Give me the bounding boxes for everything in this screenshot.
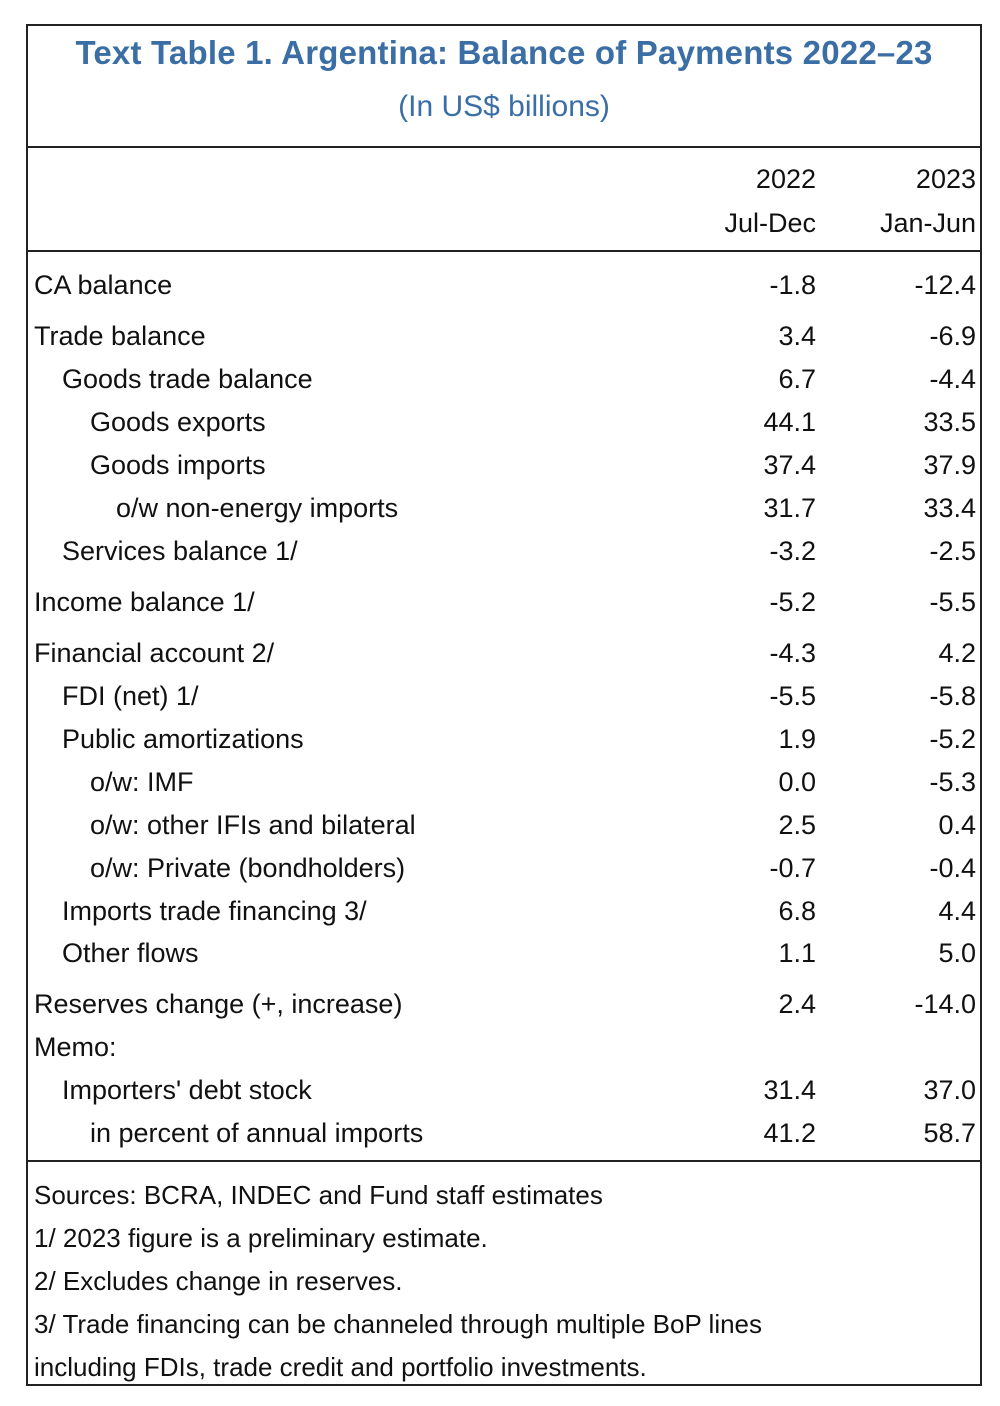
- divider: [28, 146, 980, 148]
- row-label: FDI (net) 1/: [62, 681, 199, 711]
- table-subtitle: (In US$ billions): [398, 90, 610, 123]
- row-value-2022: 3.4: [778, 321, 816, 351]
- row-label: Public amortizations: [62, 724, 304, 754]
- row-value-2022: -4.3: [769, 638, 816, 668]
- table-row: o/w non-energy imports 31.7 33.4: [28, 493, 980, 533]
- footnote: 3/ Trade financing can be channeled thro…: [34, 1309, 763, 1339]
- row-value-2022: -5.5: [769, 681, 816, 711]
- table-row: Imports trade financing 3/6.8 4.4: [28, 896, 980, 936]
- row-value-2023: -14.0: [914, 989, 976, 1019]
- row-label: Other flows: [62, 938, 199, 968]
- row-value-2023: -6.9: [929, 321, 976, 351]
- col-header-year-2022: 2022: [755, 164, 816, 194]
- footnote: 2/ Excludes change in reserves.: [34, 1266, 403, 1296]
- row-value-2022: -5.2: [769, 587, 816, 617]
- table-row: Income balance 1/ -5.2 -5.5: [28, 587, 980, 627]
- table-row: Goods exports 44.1 33.5: [28, 407, 980, 447]
- table-row: FDI (net) 1/ -5.5 -5.8: [28, 681, 980, 721]
- row-value-2022: 41.2: [763, 1118, 816, 1148]
- row-value-2023: 0.4: [938, 810, 976, 840]
- row-value-2023: 58.7: [923, 1118, 976, 1148]
- row-label: Income balance 1/: [34, 587, 255, 617]
- row-value-2023: -4.4: [929, 364, 976, 394]
- footnote: Sources: BCRA, INDEC and Fund staff esti…: [34, 1180, 603, 1210]
- row-value-2023: 4.2: [938, 638, 976, 668]
- row-value-2022: 1.1: [778, 938, 816, 968]
- table-row: Importers' debt stock 31.4 37.0: [28, 1075, 980, 1115]
- table-row: Financial account 2/ -4.3 4.2: [28, 638, 980, 678]
- row-value-2023: -5.2: [929, 724, 976, 754]
- row-value-2023: 37.0: [923, 1075, 976, 1105]
- table-row: Public amortizations 1.9 -5.2: [28, 724, 980, 764]
- row-label: o/w: IMF: [90, 767, 194, 797]
- row-value-2023: -2.5: [929, 536, 976, 566]
- table-row: CA balance -1.8 -12.4: [28, 270, 980, 310]
- row-value-2023: 33.4: [923, 493, 976, 523]
- table-frame: Text Table 1. Argentina: Balance of Paym…: [26, 24, 982, 1386]
- row-value-2022: 0.0: [778, 767, 816, 797]
- row-value-2023: -5.5: [929, 587, 976, 617]
- row-value-2023: 33.5: [923, 407, 976, 437]
- table-row: Goods imports 37.4 37.9: [28, 450, 980, 490]
- row-label: Importers' debt stock: [62, 1075, 312, 1105]
- divider: [28, 250, 980, 252]
- row-label: Goods exports: [90, 407, 266, 437]
- row-value-2022: 6.8: [778, 896, 816, 926]
- row-value-2022: 6.7: [778, 364, 816, 394]
- row-value-2022: 44.1: [763, 407, 816, 437]
- row-value-2022: 31.7: [763, 493, 816, 523]
- row-value-2022: 2.4: [778, 989, 816, 1019]
- table-row: Reserves change (+, increase) 2.4 -14.0: [28, 989, 980, 1029]
- divider: [28, 1160, 980, 1162]
- row-label: Memo:: [34, 1032, 117, 1062]
- table-row: Goods trade balance 6.7 -4.4: [28, 364, 980, 404]
- col-header-period-2022: Jul-Dec: [724, 208, 816, 238]
- row-label: o/w: Private (bondholders): [90, 853, 406, 883]
- row-label: Reserves change (+, increase): [34, 989, 403, 1019]
- row-label: in percent of annual imports: [90, 1118, 424, 1148]
- table-title: Text Table 1. Argentina: Balance of Paym…: [75, 34, 933, 71]
- row-value-2023: -0.4: [929, 853, 976, 883]
- table-row: Memo:: [28, 1032, 980, 1072]
- row-value-2022: 37.4: [763, 450, 816, 480]
- row-label: o/w: other IFIs and bilateral: [90, 810, 416, 840]
- table-row: o/w: other IFIs and bilateral 2.5 0.4: [28, 810, 980, 850]
- col-header-year-2023: 2023: [915, 164, 976, 194]
- footnote: 1/ 2023 figure is a preliminary estimate…: [34, 1223, 488, 1253]
- table-row: Services balance 1/ -3.2 -2.5: [28, 536, 980, 576]
- row-value-2023: 4.4: [938, 896, 976, 926]
- row-value-2023: -5.8: [929, 681, 976, 711]
- row-value-2023: -5.3: [929, 767, 976, 797]
- row-label: Services balance 1/: [62, 536, 298, 566]
- row-value-2022: 31.4: [763, 1075, 816, 1105]
- table-row: Other flows 1.1 5.0: [28, 938, 980, 978]
- row-value-2023: 37.9: [923, 450, 976, 480]
- row-label: o/w non-energy imports: [116, 493, 399, 523]
- row-value-2022: -0.7: [769, 853, 816, 883]
- row-label: Financial account 2/: [34, 638, 275, 668]
- row-label: CA balance: [34, 270, 173, 300]
- row-label: Goods trade balance: [62, 364, 313, 394]
- table-row: in percent of annual imports 41.2 58.7: [28, 1118, 980, 1158]
- footnote: including FDIs, trade credit and portfol…: [34, 1352, 647, 1382]
- row-label: Trade balance: [34, 321, 206, 351]
- row-value-2022: -3.2: [769, 536, 816, 566]
- row-value-2022: 1.9: [778, 724, 816, 754]
- row-value-2022: 2.5: [778, 810, 816, 840]
- row-value-2022: -1.8: [769, 270, 816, 300]
- col-header-period-2023: Jan-Jun: [879, 208, 976, 238]
- row-value-2023: 5.0: [938, 938, 976, 968]
- table-row: o/w: Private (bondholders) -0.7 -0.4: [28, 853, 980, 893]
- row-value-2023: -12.4: [914, 270, 976, 300]
- table-row: o/w: IMF 0.0 -5.3: [28, 767, 980, 807]
- table-row: Trade balance 3.4 -6.9: [28, 321, 980, 361]
- row-label: Imports trade financing 3/: [62, 896, 367, 926]
- row-label: Goods imports: [90, 450, 266, 480]
